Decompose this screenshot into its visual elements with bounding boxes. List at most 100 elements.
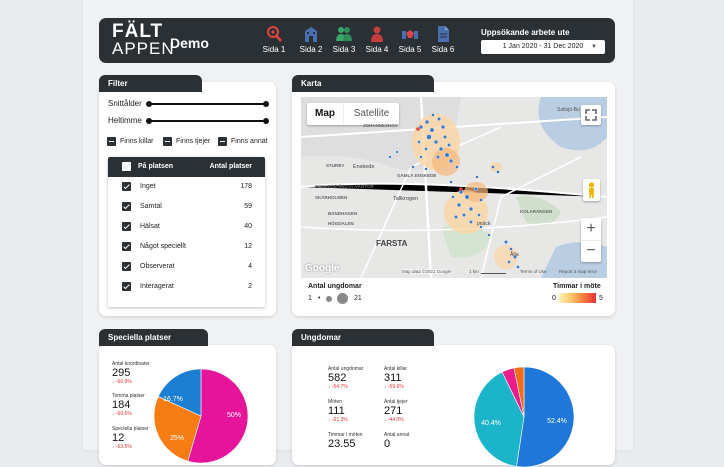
legend-arrow: • <box>318 295 321 302</box>
stat-label: Antal annat <box>384 432 410 438</box>
handshake-icon <box>402 30 418 39</box>
slider-handle-min[interactable] <box>146 101 152 107</box>
map-place-label: HÖGDALEN <box>328 221 354 226</box>
map-type-satellite-button[interactable]: Satellite <box>343 103 399 125</box>
map-title: Karta <box>292 75 434 92</box>
legend-size-max: 21 <box>354 295 362 302</box>
pie-label: 52.4% <box>547 418 567 425</box>
nav-label: Sida 5 <box>398 45 422 54</box>
nav-sida-2[interactable]: Sida 2 <box>297 25 325 54</box>
map-canvas[interactable] <box>301 97 607 278</box>
checkbox-checked-icon[interactable] <box>122 182 131 191</box>
building-icon <box>305 27 317 42</box>
youth-title: Ungdomar <box>292 329 434 346</box>
nav-sida-4[interactable]: Sida 4 <box>363 25 391 54</box>
stat-value: 184 <box>112 399 131 411</box>
stat-youth-total: Antal ungdomar 582 ↓ -54.7% <box>328 366 363 390</box>
map-view[interactable]: Map Satellite + − JOHANNESHOV Saltsjö-Bo… <box>301 97 607 278</box>
table-row[interactable]: Inget 178 <box>108 177 265 197</box>
map-attribution: Map data ©2021 Google <box>402 269 452 274</box>
legend-color-max: 5 <box>599 295 603 302</box>
map-place-label: GAMLA ENSKEDE <box>397 173 437 178</box>
map-markers[interactable] <box>388 113 520 269</box>
nav-sida-5[interactable]: Sida 5 <box>396 25 424 54</box>
pie-label: 40.4% <box>481 420 501 427</box>
pie-label: 50% <box>227 412 241 419</box>
pegman-icon <box>588 182 595 198</box>
pie-slice[interactable] <box>513 367 525 418</box>
stat-girls: Antal tjejer 271 ↓ -44.0% <box>384 399 408 423</box>
map-place-label: pnäck <box>477 221 491 227</box>
slider-snittalder[interactable] <box>146 101 269 107</box>
nav-label: Sida 4 <box>365 45 389 54</box>
map-type-control: Map Satellite <box>307 103 399 125</box>
fullscreen-button[interactable] <box>581 105 601 125</box>
stat-label: Antal koordinater <box>112 361 150 367</box>
checkbox-checked-icon[interactable] <box>122 262 131 271</box>
stat-value: 311 <box>384 372 402 384</box>
table-row[interactable]: Något speciellt 12 <box>108 237 265 257</box>
check-finns-annat[interactable]: Finns annat <box>218 137 268 146</box>
slider-heltimme[interactable] <box>146 118 269 124</box>
row-name: Något speciellt <box>140 243 186 250</box>
row-value: 59 <box>244 203 252 210</box>
app-logo[interactable]: FÄLT APPEN <box>112 22 175 57</box>
row-value: 178 <box>240 183 252 190</box>
table-row[interactable]: Interagerat 2 <box>108 277 265 297</box>
slider-handle-min[interactable] <box>146 118 152 124</box>
stat-value: 582 <box>328 372 347 384</box>
map-terms-link[interactable]: Terms of Use <box>520 269 547 274</box>
select-all-checkbox[interactable] <box>122 162 131 171</box>
checkbox-checked-icon[interactable] <box>122 282 131 291</box>
stat-meetings: Möten 111 ↓ -61.3% <box>328 399 348 423</box>
stat-change: ↓ -59.6% <box>384 384 404 390</box>
checkbox-checked-icon[interactable] <box>122 222 131 231</box>
stat-special-places: Speciella platser 12 ↓ -63.5% <box>112 426 149 450</box>
search-location-icon <box>267 26 282 42</box>
table-row[interactable]: Samtal 59 <box>108 197 265 217</box>
document-icon <box>438 26 449 42</box>
pie-slice[interactable] <box>157 368 202 417</box>
slider-handle-max[interactable] <box>263 101 269 107</box>
zoom-in-button[interactable]: + <box>581 218 601 241</box>
nav-sida-6[interactable]: Sida 6 <box>429 25 457 54</box>
checkbox-checked-icon[interactable] <box>122 242 131 251</box>
map-place-label: Tallkrogen <box>393 196 419 202</box>
youth-pie-chart[interactable]: 52.4% 40.4% <box>474 367 574 467</box>
period-select[interactable]: 1 Jan 2020 - 31 Dec 2020 ▼ <box>481 40 605 54</box>
nav-sida-1[interactable]: Sida 1 <box>260 25 288 54</box>
check-label: Finns tjejer <box>176 138 211 145</box>
stat-label: Antal ungdomar <box>328 366 364 372</box>
stat-other: Antal annat 0 <box>384 432 409 450</box>
map-report-link[interactable]: Report a map error <box>559 269 598 274</box>
row-name: Interagerat <box>140 283 174 290</box>
slider-handle-max[interactable] <box>263 118 269 124</box>
stat-empty-places: Tomma platser 184 ↓ -60.6% <box>112 393 145 417</box>
nav-label: Sida 3 <box>332 45 356 54</box>
checkbox-checked-icon[interactable] <box>122 202 131 211</box>
table-row[interactable]: Hälsat 40 <box>108 217 265 237</box>
nav-sida-3[interactable]: Sida 3 <box>330 25 358 54</box>
stat-value: 111 <box>328 405 345 417</box>
map-place-label: SKÄRHOLMEN <box>315 195 348 200</box>
stat-label: Tomma platser <box>112 393 145 399</box>
row-name: Samtal <box>140 203 162 210</box>
zoom-out-button[interactable]: − <box>586 242 596 259</box>
row-value: 2 <box>248 283 252 290</box>
table-row[interactable]: Observerat 4 <box>108 257 265 277</box>
legend-color-min: 0 <box>552 295 556 302</box>
map-type-map-button[interactable]: Map <box>315 108 335 119</box>
row-name: Hälsat <box>140 223 160 230</box>
check-finns-killar[interactable]: Finns killar <box>107 137 153 146</box>
checkbox-indeterminate-icon <box>218 137 227 146</box>
street-view-button[interactable] <box>583 179 600 201</box>
map-place-label: JOHANNESHOV <box>363 123 398 128</box>
row-name: Observerat <box>140 263 175 270</box>
map-place-label: KOLARÄNGEN <box>520 209 553 214</box>
stat-change: ↓ -63.5% <box>112 444 132 450</box>
checkbox-indeterminate-icon <box>163 137 172 146</box>
special-places-pie-chart[interactable]: 50% 25% 16.7% <box>153 368 249 464</box>
legend-size-max-dot <box>337 293 348 304</box>
pie-slice[interactable] <box>516 367 574 467</box>
check-finns-tjejer[interactable]: Finns tjejer <box>163 137 210 146</box>
